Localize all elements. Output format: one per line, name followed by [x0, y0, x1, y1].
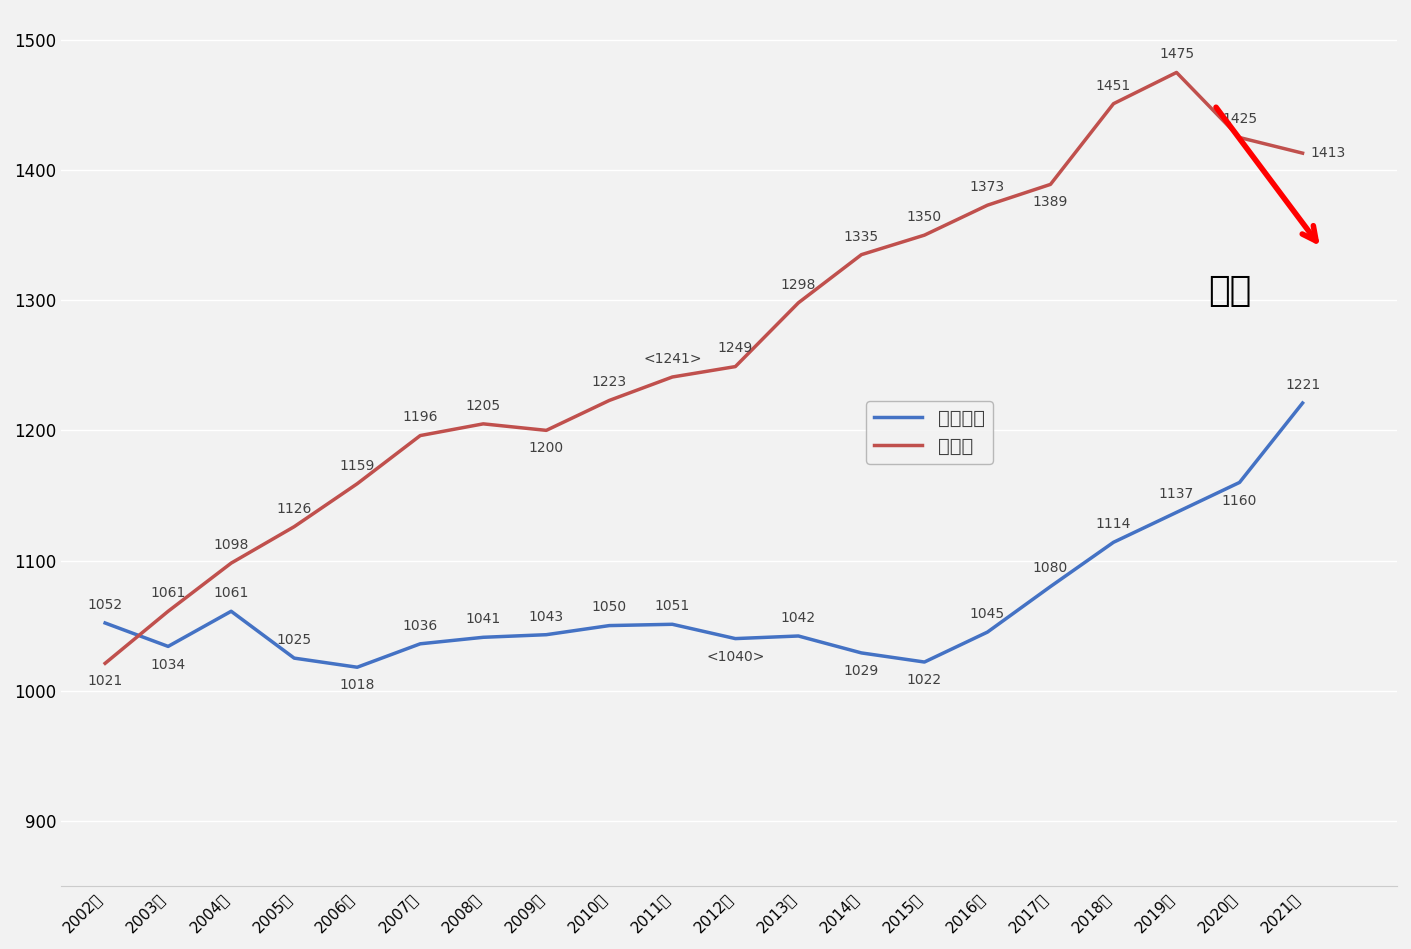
Text: <1241>: <1241>	[643, 352, 701, 366]
正規社員	[1230, 476, 1247, 488]
Text: <1040>: <1040>	[706, 650, 765, 663]
非正視	[916, 230, 933, 241]
非正視	[1294, 147, 1311, 158]
Text: 1042: 1042	[780, 611, 816, 624]
非正視	[1168, 66, 1185, 78]
正規社員	[1294, 398, 1311, 409]
正規社員	[727, 633, 744, 644]
非正視	[1105, 98, 1122, 109]
Text: 1451: 1451	[1096, 79, 1132, 93]
Text: 1098: 1098	[213, 538, 248, 552]
正規社員	[1041, 581, 1058, 592]
非正視	[663, 371, 680, 382]
Text: 1021: 1021	[87, 675, 123, 688]
Text: 1389: 1389	[1033, 195, 1068, 210]
Text: 1159: 1159	[340, 458, 375, 473]
非正視	[223, 557, 240, 568]
Line: 正規社員: 正規社員	[104, 403, 1302, 667]
Text: 1050: 1050	[591, 601, 626, 614]
Text: 1041: 1041	[466, 612, 501, 626]
Text: 1022: 1022	[907, 673, 943, 687]
Text: 1249: 1249	[718, 342, 753, 356]
正規社員	[285, 652, 302, 663]
Text: 1080: 1080	[1033, 562, 1068, 575]
Text: 減少: 減少	[1208, 274, 1252, 308]
Text: 1061: 1061	[151, 586, 186, 600]
非正視	[852, 249, 869, 260]
正規社員	[916, 657, 933, 668]
正規社員	[852, 647, 869, 659]
正規社員	[349, 661, 365, 673]
非正視	[979, 199, 996, 211]
Text: 1043: 1043	[529, 609, 564, 623]
正規社員	[474, 632, 491, 643]
Text: 1114: 1114	[1096, 517, 1132, 531]
Text: 1061: 1061	[213, 586, 248, 600]
非正視	[538, 424, 555, 436]
Text: 1025: 1025	[277, 633, 312, 647]
Legend: 正規社員, 非正視: 正規社員, 非正視	[866, 400, 993, 464]
Text: 1335: 1335	[844, 230, 879, 244]
正規社員	[790, 630, 807, 642]
非正視	[349, 478, 365, 490]
Text: 1196: 1196	[402, 411, 437, 424]
正規社員	[1168, 507, 1185, 518]
Text: 1052: 1052	[87, 598, 123, 612]
正規社員	[96, 617, 113, 628]
正規社員	[979, 626, 996, 638]
Text: 1413: 1413	[1311, 146, 1346, 160]
正規社員	[663, 619, 680, 630]
正規社員	[538, 629, 555, 641]
非正視	[159, 605, 176, 617]
非正視	[285, 521, 302, 532]
正規社員	[159, 641, 176, 652]
Text: 1350: 1350	[907, 210, 943, 224]
Text: 1034: 1034	[151, 658, 186, 672]
Text: 1373: 1373	[969, 180, 1005, 195]
非正視	[601, 395, 618, 406]
Text: 1425: 1425	[1222, 112, 1257, 126]
正規社員	[601, 620, 618, 631]
Text: 1045: 1045	[969, 607, 1005, 621]
Text: 1126: 1126	[277, 502, 312, 515]
Text: 1018: 1018	[340, 679, 375, 693]
Text: 1029: 1029	[844, 664, 879, 678]
非正視	[96, 658, 113, 669]
Text: 1205: 1205	[466, 399, 501, 413]
非正視	[1041, 178, 1058, 190]
正規社員	[412, 638, 429, 649]
正規社員	[1105, 536, 1122, 548]
非正視	[1230, 132, 1247, 143]
Text: 1036: 1036	[402, 619, 437, 633]
正規社員	[223, 605, 240, 617]
Text: 1160: 1160	[1222, 493, 1257, 508]
Line: 非正視: 非正視	[104, 72, 1302, 663]
Text: 1223: 1223	[591, 375, 626, 389]
非正視	[474, 419, 491, 430]
Text: 1475: 1475	[1158, 47, 1194, 62]
非正視	[412, 430, 429, 441]
非正視	[727, 361, 744, 372]
Text: 1200: 1200	[529, 441, 564, 456]
Text: 1221: 1221	[1285, 378, 1321, 392]
非正視	[790, 297, 807, 308]
Text: 1298: 1298	[780, 278, 816, 291]
Text: 1051: 1051	[655, 599, 690, 613]
Text: 1137: 1137	[1158, 487, 1194, 501]
